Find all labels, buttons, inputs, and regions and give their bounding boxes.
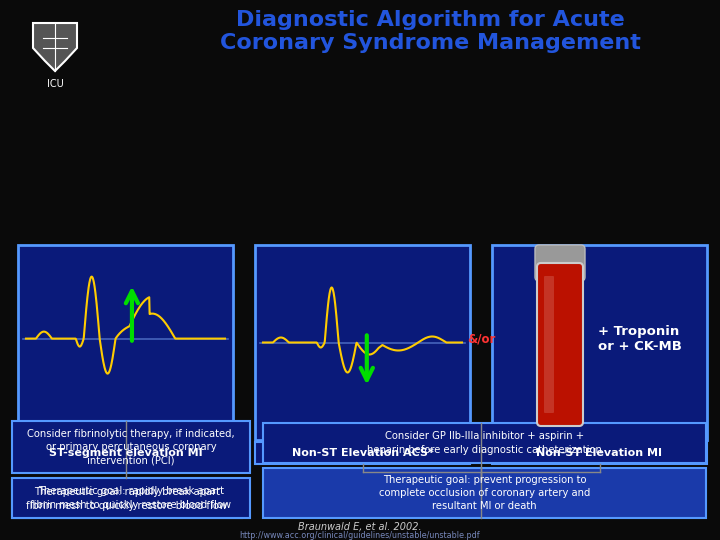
Text: Non-ST Elevation ACS*: Non-ST Elevation ACS* xyxy=(292,448,433,458)
Text: ST-segment elevation MI: ST-segment elevation MI xyxy=(49,448,202,458)
Text: Braunwald E, et al. 2002.: Braunwald E, et al. 2002. xyxy=(298,522,422,532)
Bar xyxy=(12,478,250,518)
FancyBboxPatch shape xyxy=(544,276,554,413)
Bar xyxy=(18,245,233,440)
Bar xyxy=(492,245,707,440)
Text: + Troponin
or + CK-MB: + Troponin or + CK-MB xyxy=(598,325,682,353)
Text: Consider fibrinolytic therapy, if indicated,
or primary percutaneous coronary
in: Consider fibrinolytic therapy, if indica… xyxy=(27,429,235,465)
Bar xyxy=(255,245,470,440)
FancyBboxPatch shape xyxy=(537,263,583,426)
Text: ICU: ICU xyxy=(47,79,63,89)
Text: Diagnostic Algorithm for Acute
Coronary Syndrome Management: Diagnostic Algorithm for Acute Coronary … xyxy=(220,10,640,53)
Text: Consider GP IIb-IIIa inhibitor + aspirin +
heparin before early diagnostic cathe: Consider GP IIb-IIIa inhibitor + aspirin… xyxy=(367,431,602,455)
Text: http://www.acc.org/clinical/guidelines/unstable/unstable.pdf: http://www.acc.org/clinical/guidelines/u… xyxy=(240,530,480,539)
Bar xyxy=(263,468,706,518)
FancyBboxPatch shape xyxy=(535,245,585,281)
Polygon shape xyxy=(33,23,77,71)
Bar xyxy=(263,423,706,463)
Text: &/or: &/or xyxy=(467,332,495,345)
Text: Therapeutic goal: rapidly break apart
fibrin mesh to quickly restore blood flow: Therapeutic goal: rapidly break apart fi… xyxy=(30,487,232,510)
Text: Therapeutic goal: prevent progression to
complete occlusion of coronary artery a: Therapeutic goal: prevent progression to… xyxy=(379,475,590,511)
Text: Non-ST Elevation MI: Non-ST Elevation MI xyxy=(536,448,662,458)
Bar xyxy=(12,480,242,518)
Bar xyxy=(12,421,250,473)
Text: Therapeutic goal: rapidly break apart
fibrin mesh to quickly restore blood flow: Therapeutic goal: rapidly break apart fi… xyxy=(27,488,228,511)
Bar xyxy=(492,442,707,464)
Bar xyxy=(18,442,233,464)
Bar xyxy=(255,442,470,464)
